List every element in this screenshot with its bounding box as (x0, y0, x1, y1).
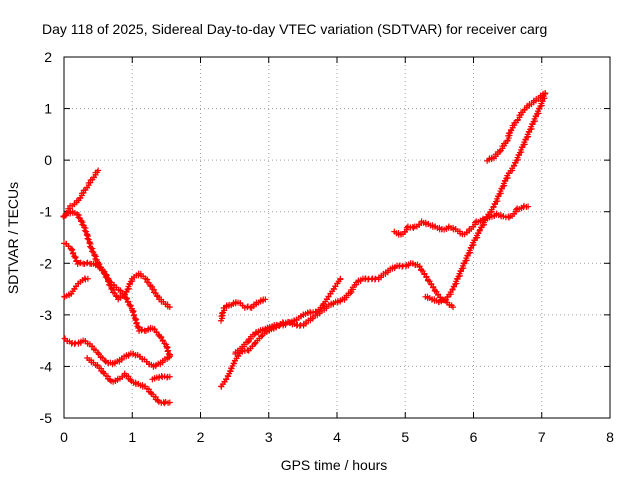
data-point (244, 339, 251, 346)
data-point (337, 275, 344, 282)
x-tick-label: 2 (197, 429, 205, 445)
data-point (496, 148, 503, 155)
data-point (166, 399, 173, 406)
y-tick-label: -2 (40, 255, 53, 271)
data-point (127, 376, 134, 383)
x-tick-label: 8 (606, 429, 614, 445)
data-point (133, 320, 140, 327)
series-7 (149, 373, 173, 383)
data-point (154, 397, 161, 404)
y-axis-label: SDTVAR / TECUs (5, 182, 21, 294)
series-5 (61, 335, 173, 370)
y-tick-label: 2 (44, 49, 52, 65)
data-point (132, 317, 139, 324)
series-9 (218, 275, 344, 390)
x-tick-label: 1 (128, 429, 136, 445)
data-point (85, 236, 92, 243)
series-12 (422, 90, 549, 306)
data-point (95, 167, 102, 174)
series-8 (217, 296, 269, 324)
data-points (60, 90, 549, 407)
axis-ticks: 0 1 2 3 4 5 6 7 8 -5 -4 -3 -2 -1 0 1 2 (40, 49, 615, 445)
data-point (86, 240, 93, 247)
data-point (542, 90, 549, 97)
series-4 (61, 275, 91, 300)
data-point (92, 255, 99, 262)
x-tick-label: 5 (401, 429, 409, 445)
data-point (81, 224, 88, 231)
y-tick-label: 0 (44, 152, 52, 168)
data-point (129, 309, 136, 316)
data-point (505, 214, 512, 221)
x-tick-label: 4 (333, 429, 341, 445)
series-10 (232, 260, 457, 357)
y-tick-label: 1 (44, 101, 52, 117)
data-point (84, 275, 91, 282)
series-6 (84, 354, 173, 407)
data-point (81, 227, 88, 234)
data-point (106, 376, 113, 383)
data-point (87, 244, 94, 251)
series-11 (391, 202, 532, 238)
data-point (130, 312, 137, 319)
data-point (513, 206, 520, 213)
data-point (135, 325, 142, 332)
x-tick-label: 6 (470, 429, 478, 445)
data-point (164, 374, 171, 381)
chart-title: Day 118 of 2025, Sidereal Day-to-day VTE… (42, 21, 547, 37)
series-13 (484, 90, 549, 164)
data-point (88, 248, 95, 255)
x-axis-label: GPS time / hours (281, 457, 388, 473)
data-point (166, 304, 173, 311)
y-tick-label: -3 (40, 307, 53, 323)
data-point (347, 290, 354, 297)
x-tick-label: 7 (538, 429, 546, 445)
data-point (166, 353, 173, 360)
y-tick-label: -1 (40, 204, 53, 220)
data-point (83, 232, 90, 239)
data-point (410, 224, 417, 231)
data-point (472, 219, 479, 226)
data-point (100, 369, 107, 376)
data-point (262, 296, 269, 303)
data-point (84, 235, 91, 242)
data-point (83, 228, 90, 235)
data-point (525, 203, 532, 210)
series-2 (60, 208, 173, 311)
data-point (91, 252, 98, 259)
grid-lines (64, 57, 610, 418)
x-tick-label: 3 (265, 429, 273, 445)
data-point (166, 373, 173, 380)
x-tick-label: 0 (60, 429, 68, 445)
data-point (450, 304, 457, 311)
y-tick-label: -4 (40, 358, 53, 374)
data-point (147, 389, 154, 396)
y-tick-label: -5 (40, 410, 53, 426)
